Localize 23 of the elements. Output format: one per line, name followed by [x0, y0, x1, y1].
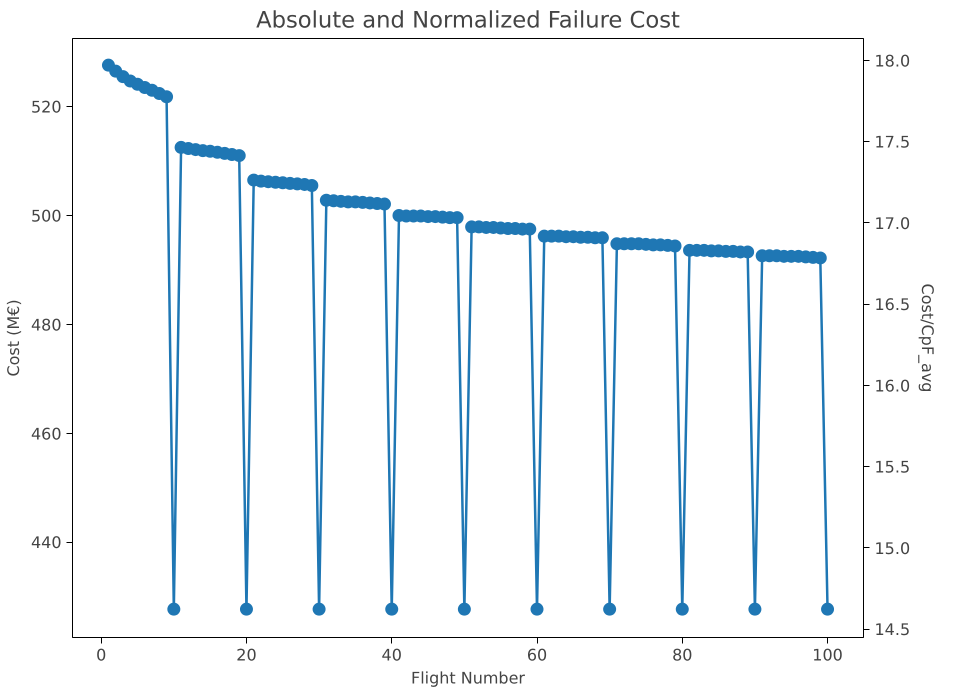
y2-tick-label: 15.5 — [874, 458, 910, 477]
x-tick-label: 100 — [812, 646, 843, 664]
x-tick-label: 60 — [526, 646, 548, 664]
y-tick-label: 480 — [30, 315, 62, 334]
y2-tick-label: 17.5 — [874, 132, 910, 152]
y2-tick-label: 16.0 — [874, 376, 910, 396]
x-tick-label: 0 — [96, 646, 106, 664]
y2-tick-label: 14.5 — [874, 620, 910, 640]
y2-tick-label: 16.5 — [874, 295, 910, 314]
y-tick-label: 440 — [30, 533, 62, 552]
x-tick-label: 20 — [236, 646, 257, 664]
x-tick-label: 80 — [672, 646, 692, 664]
y-axis-title: Cost (M€) — [4, 299, 23, 377]
y-tick-label: 460 — [30, 424, 62, 444]
y-tick-label: 500 — [30, 206, 62, 226]
y2-axis-title: Cost/CpF_avg — [918, 284, 938, 392]
chart-title: Absolute and Normalized Failure Cost — [256, 8, 680, 34]
y2-tick-label: 17.0 — [874, 214, 910, 233]
y2-tick-label: 15.0 — [874, 538, 910, 558]
x-tick-label: 40 — [382, 646, 402, 664]
y2-tick-label: 18.0 — [874, 51, 910, 70]
y-tick-label: 520 — [30, 98, 62, 117]
x-axis-title: Flight Number — [410, 668, 526, 688]
